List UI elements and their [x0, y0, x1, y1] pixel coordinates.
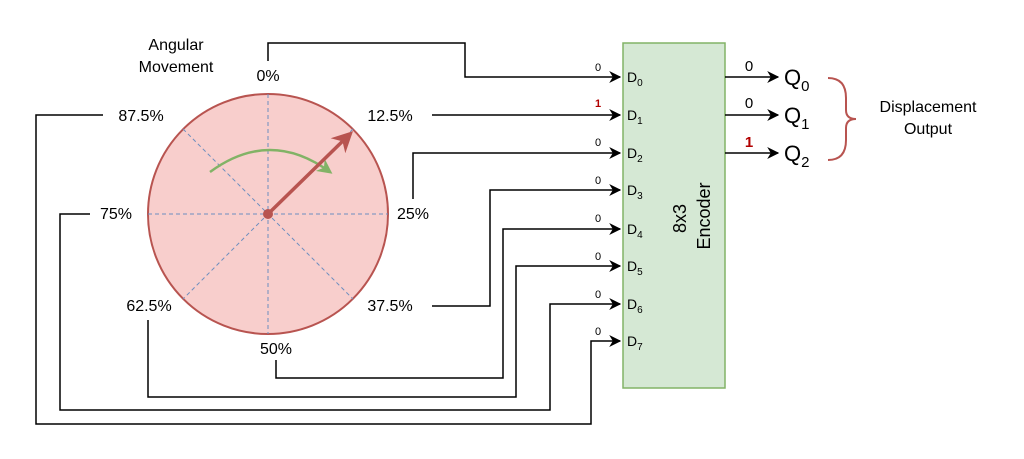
- input-value-d7: 0: [595, 326, 601, 338]
- input-value-d3: 0: [595, 175, 601, 187]
- wire-d3: [432, 184, 622, 307]
- input-pin-d2: D2: [627, 145, 643, 165]
- angular-dial: [147, 93, 389, 335]
- input-pin-d4: D4: [627, 221, 643, 241]
- encoder-title: 8x3 Encoder: [670, 182, 714, 249]
- position-label-62-5: 62.5%: [126, 298, 171, 315]
- output-pin-q0: Q0: [784, 65, 809, 95]
- dial-title-line2: Movement: [139, 59, 214, 76]
- input-value-d2: 0: [595, 137, 601, 149]
- dial-pivot: [263, 209, 273, 219]
- output-pin-q1: Q1: [784, 103, 809, 133]
- position-label-50: 50%: [260, 341, 292, 358]
- dial-needle: [266, 131, 354, 216]
- input-pin-d0: D0: [627, 69, 643, 89]
- dial-title-line1: Angular: [148, 37, 204, 54]
- input-value-d1: 1: [595, 98, 601, 110]
- output-value-q2: 1: [745, 134, 753, 151]
- output-value-q0: 0: [745, 58, 753, 75]
- output-pin-labels: Q0 Q1 Q2: [784, 65, 809, 171]
- wire-d7: [35, 114, 622, 425]
- position-label-87-5: 87.5%: [118, 108, 163, 125]
- displacement-output-line2: Output: [904, 121, 953, 138]
- wires: [35, 42, 622, 425]
- output-group-brace: [827, 77, 857, 161]
- wire-d4: [275, 223, 622, 379]
- wire-d2: [412, 147, 622, 199]
- displacement-output-line1: Displacement: [880, 99, 977, 116]
- input-pin-d7: D7: [627, 333, 643, 353]
- wire-d6: [59, 213, 622, 411]
- output-values: 0 0 1: [745, 58, 753, 151]
- output-pin-q2: Q2: [784, 141, 809, 171]
- input-pin-d3: D3: [627, 182, 643, 202]
- input-value-d5: 0: [595, 251, 601, 263]
- input-value-d0: 0: [595, 62, 601, 74]
- input-value-d6: 0: [595, 289, 601, 301]
- input-pin-d1: D1: [627, 107, 643, 127]
- input-pin-d5: D5: [627, 258, 643, 278]
- position-label-0: 0%: [256, 68, 279, 85]
- position-label-12-5: 12.5%: [367, 108, 412, 125]
- input-pin-d6: D6: [627, 296, 643, 316]
- position-label-37-5: 37.5%: [367, 298, 412, 315]
- wire-d5: [147, 260, 622, 398]
- output-lines: [725, 71, 780, 159]
- output-value-q1: 0: [745, 95, 753, 112]
- input-value-d4: 0: [595, 213, 601, 225]
- rotation-direction-arrow: [209, 148, 333, 174]
- wire-d0: [267, 42, 622, 83]
- input-pin-labels: D0 D1 D2 D3 D4 D5 D6 D7: [627, 69, 643, 353]
- input-values: 0 1 0 0 0 0 0 0: [595, 62, 601, 338]
- position-label-75: 75%: [100, 206, 132, 223]
- position-label-25: 25%: [397, 206, 429, 223]
- encoder-block: [622, 42, 726, 389]
